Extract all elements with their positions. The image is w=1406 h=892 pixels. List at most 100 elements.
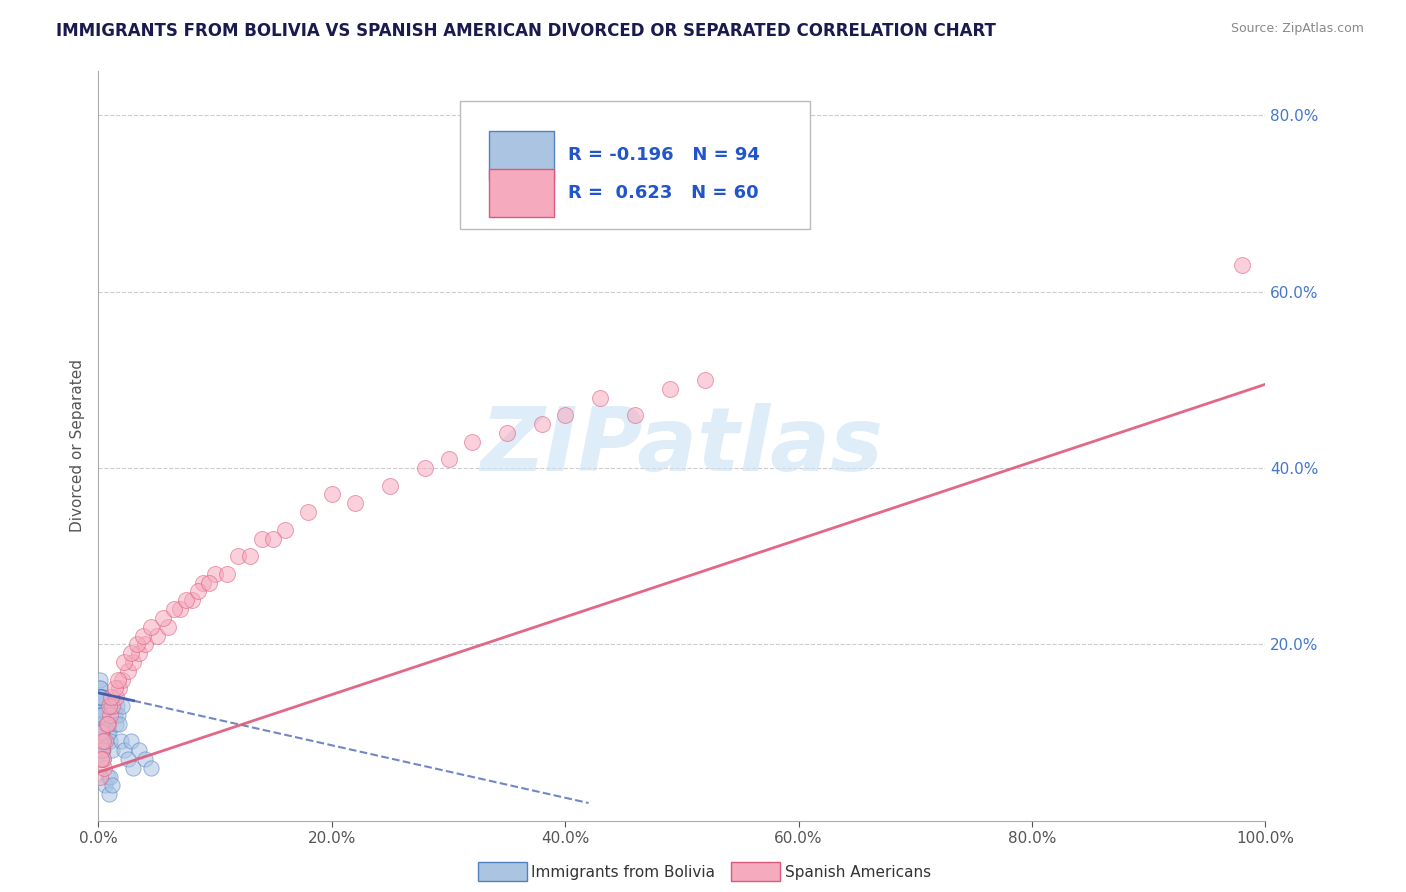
Point bbox=[89, 725, 111, 739]
Point bbox=[169, 602, 191, 616]
Point bbox=[90, 699, 112, 714]
Point bbox=[101, 699, 124, 714]
Point bbox=[90, 743, 112, 757]
Text: Immigrants from Bolivia: Immigrants from Bolivia bbox=[531, 865, 716, 880]
Point bbox=[97, 725, 120, 739]
Point bbox=[90, 707, 112, 722]
Point bbox=[108, 681, 131, 696]
Point bbox=[89, 725, 111, 739]
Point bbox=[215, 566, 238, 581]
Point bbox=[105, 699, 128, 714]
Point bbox=[90, 752, 112, 766]
Point bbox=[107, 673, 129, 687]
Point bbox=[97, 716, 120, 731]
Point bbox=[90, 699, 112, 714]
Point bbox=[89, 699, 111, 714]
Point bbox=[112, 743, 135, 757]
Point bbox=[91, 734, 114, 748]
Point bbox=[91, 716, 114, 731]
Point bbox=[90, 725, 112, 739]
Point bbox=[100, 690, 122, 705]
Text: IMMIGRANTS FROM BOLIVIA VS SPANISH AMERICAN DIVORCED OR SEPARATED CORRELATION CH: IMMIGRANTS FROM BOLIVIA VS SPANISH AMERI… bbox=[56, 22, 995, 40]
Point bbox=[108, 716, 131, 731]
Point bbox=[89, 690, 111, 705]
Point bbox=[90, 752, 112, 766]
Point bbox=[111, 699, 134, 714]
Point bbox=[90, 734, 112, 748]
Point bbox=[98, 734, 121, 748]
Point bbox=[496, 425, 519, 440]
Point bbox=[90, 734, 112, 748]
Point bbox=[89, 707, 111, 722]
Point bbox=[90, 716, 112, 731]
Point bbox=[204, 566, 226, 581]
Point bbox=[90, 707, 112, 722]
Point bbox=[90, 690, 112, 705]
Text: R =  0.623   N = 60: R = 0.623 N = 60 bbox=[568, 184, 758, 202]
Point bbox=[134, 637, 156, 651]
Point bbox=[89, 734, 111, 748]
Point bbox=[90, 707, 112, 722]
Point bbox=[90, 725, 112, 739]
Point bbox=[228, 549, 250, 564]
Point bbox=[89, 690, 111, 705]
Point bbox=[139, 620, 162, 634]
Point bbox=[134, 752, 156, 766]
Point bbox=[89, 707, 111, 722]
Point bbox=[89, 770, 111, 784]
FancyBboxPatch shape bbox=[489, 169, 554, 218]
Point bbox=[101, 743, 124, 757]
Point bbox=[90, 743, 112, 757]
Point bbox=[90, 716, 112, 731]
Y-axis label: Divorced or Separated: Divorced or Separated bbox=[69, 359, 84, 533]
Point bbox=[554, 408, 576, 422]
Point bbox=[98, 770, 121, 784]
Point bbox=[344, 496, 367, 510]
Point bbox=[93, 716, 115, 731]
Point bbox=[90, 699, 112, 714]
Point bbox=[90, 707, 112, 722]
Point bbox=[97, 770, 120, 784]
Point bbox=[90, 725, 112, 739]
Point bbox=[589, 391, 612, 405]
Point bbox=[132, 628, 155, 642]
Point bbox=[97, 725, 120, 739]
Point bbox=[624, 408, 647, 422]
Point bbox=[104, 707, 127, 722]
Point bbox=[90, 690, 112, 705]
Point bbox=[262, 532, 284, 546]
Point bbox=[110, 734, 132, 748]
Point bbox=[321, 487, 343, 501]
Point bbox=[89, 690, 111, 705]
Point bbox=[139, 761, 162, 775]
Point bbox=[89, 734, 111, 748]
Point bbox=[90, 707, 112, 722]
FancyBboxPatch shape bbox=[460, 102, 810, 228]
Point bbox=[90, 743, 112, 757]
Point bbox=[239, 549, 262, 564]
Point bbox=[90, 725, 112, 739]
Text: R = -0.196   N = 94: R = -0.196 N = 94 bbox=[568, 146, 759, 164]
Point bbox=[89, 734, 111, 748]
Point bbox=[94, 778, 117, 792]
Text: Source: ZipAtlas.com: Source: ZipAtlas.com bbox=[1230, 22, 1364, 36]
Point bbox=[128, 743, 150, 757]
Point bbox=[103, 699, 125, 714]
Point bbox=[117, 752, 139, 766]
Point bbox=[91, 734, 114, 748]
Point bbox=[101, 778, 124, 792]
Point bbox=[90, 690, 112, 705]
Text: ZIPatlas: ZIPatlas bbox=[481, 402, 883, 490]
Point bbox=[96, 716, 118, 731]
Point bbox=[90, 699, 112, 714]
Point bbox=[91, 716, 114, 731]
Point bbox=[89, 716, 111, 731]
Point bbox=[120, 734, 142, 748]
Point bbox=[530, 417, 553, 431]
Point bbox=[461, 434, 484, 449]
Point bbox=[93, 734, 115, 748]
Point bbox=[112, 655, 135, 669]
Point bbox=[120, 646, 142, 660]
Point bbox=[250, 532, 273, 546]
Point bbox=[91, 752, 114, 766]
